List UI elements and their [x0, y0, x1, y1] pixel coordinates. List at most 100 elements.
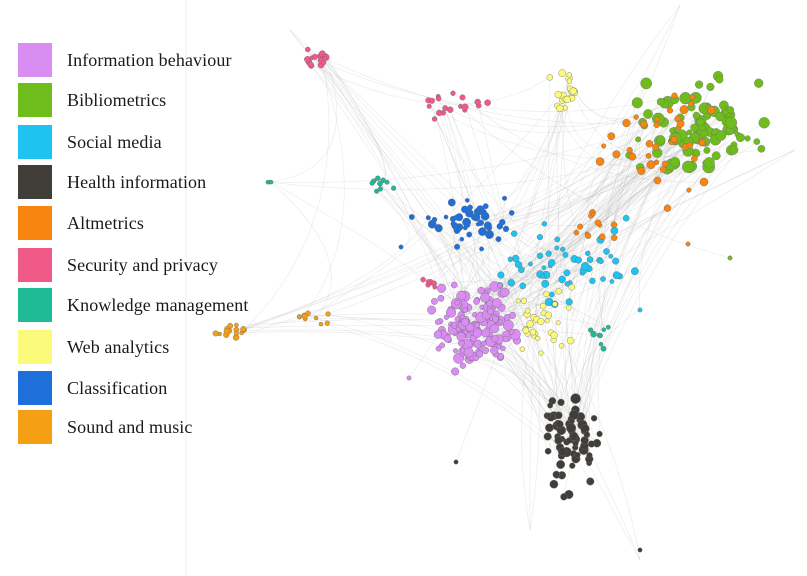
network-node: [694, 80, 704, 89]
network-edge: [544, 170, 642, 284]
network-edge: [580, 102, 693, 426]
network-node: [598, 233, 606, 241]
legend-label: Security and privacy: [67, 254, 218, 275]
network-node: [466, 231, 473, 238]
network-edge: [529, 317, 540, 531]
network-node: [384, 179, 390, 185]
network-node: [541, 279, 550, 288]
network-node: [577, 223, 584, 230]
network-node: [587, 478, 595, 485]
network-node: [509, 311, 517, 319]
network-node: [610, 226, 619, 235]
network-node: [223, 328, 230, 335]
network-node: [601, 143, 607, 149]
legend-label: Social media: [67, 131, 162, 152]
network-edge: [558, 156, 633, 416]
network-edge: [411, 216, 488, 292]
network-node: [569, 409, 579, 420]
network-node: [427, 305, 436, 315]
network-node: [558, 275, 566, 284]
legend-item-sound-and-music: Sound and music: [18, 409, 193, 445]
network-node: [554, 236, 561, 243]
network-node: [556, 104, 564, 113]
network-node: [690, 123, 699, 132]
network-edge: [548, 115, 697, 416]
network-edge: [504, 91, 571, 199]
network-edge: [501, 102, 668, 308]
network-node: [685, 241, 691, 247]
network-node: [754, 78, 764, 88]
network-node: [467, 204, 473, 211]
network-node: [464, 198, 470, 203]
network-node: [443, 334, 452, 343]
network-node: [240, 326, 247, 333]
network-node: [554, 90, 562, 99]
network-node: [757, 144, 766, 153]
network-edge: [583, 103, 665, 450]
network-node: [233, 331, 239, 337]
network-edge: [504, 121, 701, 293]
network-node: [586, 256, 594, 263]
network-node: [715, 75, 724, 84]
network-node: [698, 139, 705, 146]
network-node: [562, 251, 569, 258]
network-node: [612, 150, 621, 159]
network-edge: [586, 161, 601, 223]
network-node: [511, 230, 518, 237]
network-node: [311, 53, 318, 60]
network-node: [437, 294, 445, 302]
network-node: [640, 120, 648, 128]
network-node: [380, 177, 386, 184]
network-node: [544, 447, 552, 455]
network-node: [601, 327, 607, 333]
network-node: [519, 346, 526, 352]
network-node: [443, 214, 449, 220]
legend-label: Altmetrics: [67, 212, 144, 233]
network-edge: [569, 340, 598, 444]
network-node: [686, 141, 694, 149]
network-node: [456, 332, 466, 342]
network-node: [566, 423, 577, 434]
network-node: [669, 127, 676, 134]
network-edge: [525, 146, 686, 330]
network-node: [450, 221, 457, 227]
legend-item-security-and-privacy: Security and privacy: [18, 247, 218, 283]
network-node: [676, 119, 685, 128]
network-node: [486, 300, 494, 307]
network-node: [428, 97, 435, 104]
network-edge: [598, 83, 647, 434]
network-node: [535, 335, 541, 342]
network-node: [528, 261, 533, 267]
legend-label: Sound and music: [67, 416, 193, 437]
network-edge: [304, 65, 345, 316]
network-edge: [311, 57, 675, 112]
network-edge: [502, 129, 729, 223]
network-node: [453, 348, 459, 354]
legend-swatch: [18, 165, 52, 199]
network-edge: [556, 105, 580, 421]
network-node: [543, 291, 550, 298]
network-node: [539, 302, 547, 310]
network-node: [635, 136, 641, 143]
network-node: [590, 331, 597, 338]
network-edge: [271, 106, 708, 183]
network-edge: [470, 355, 562, 457]
network-node: [546, 74, 553, 81]
network-node: [669, 157, 681, 168]
network-edge: [494, 169, 671, 287]
network-edge: [522, 348, 558, 437]
network-edge: [304, 315, 561, 448]
network-node: [725, 116, 738, 129]
network-node: [408, 214, 415, 220]
network-node: [461, 103, 469, 111]
network-node: [686, 187, 692, 193]
network-node: [307, 61, 314, 68]
network-node: [420, 277, 426, 283]
network-edge: [626, 109, 685, 162]
network-edge: [236, 314, 316, 331]
network-node: [555, 288, 562, 295]
network-edge: [569, 74, 675, 120]
network-node: [596, 430, 603, 438]
network-node: [479, 246, 484, 252]
network-node: [558, 447, 567, 457]
